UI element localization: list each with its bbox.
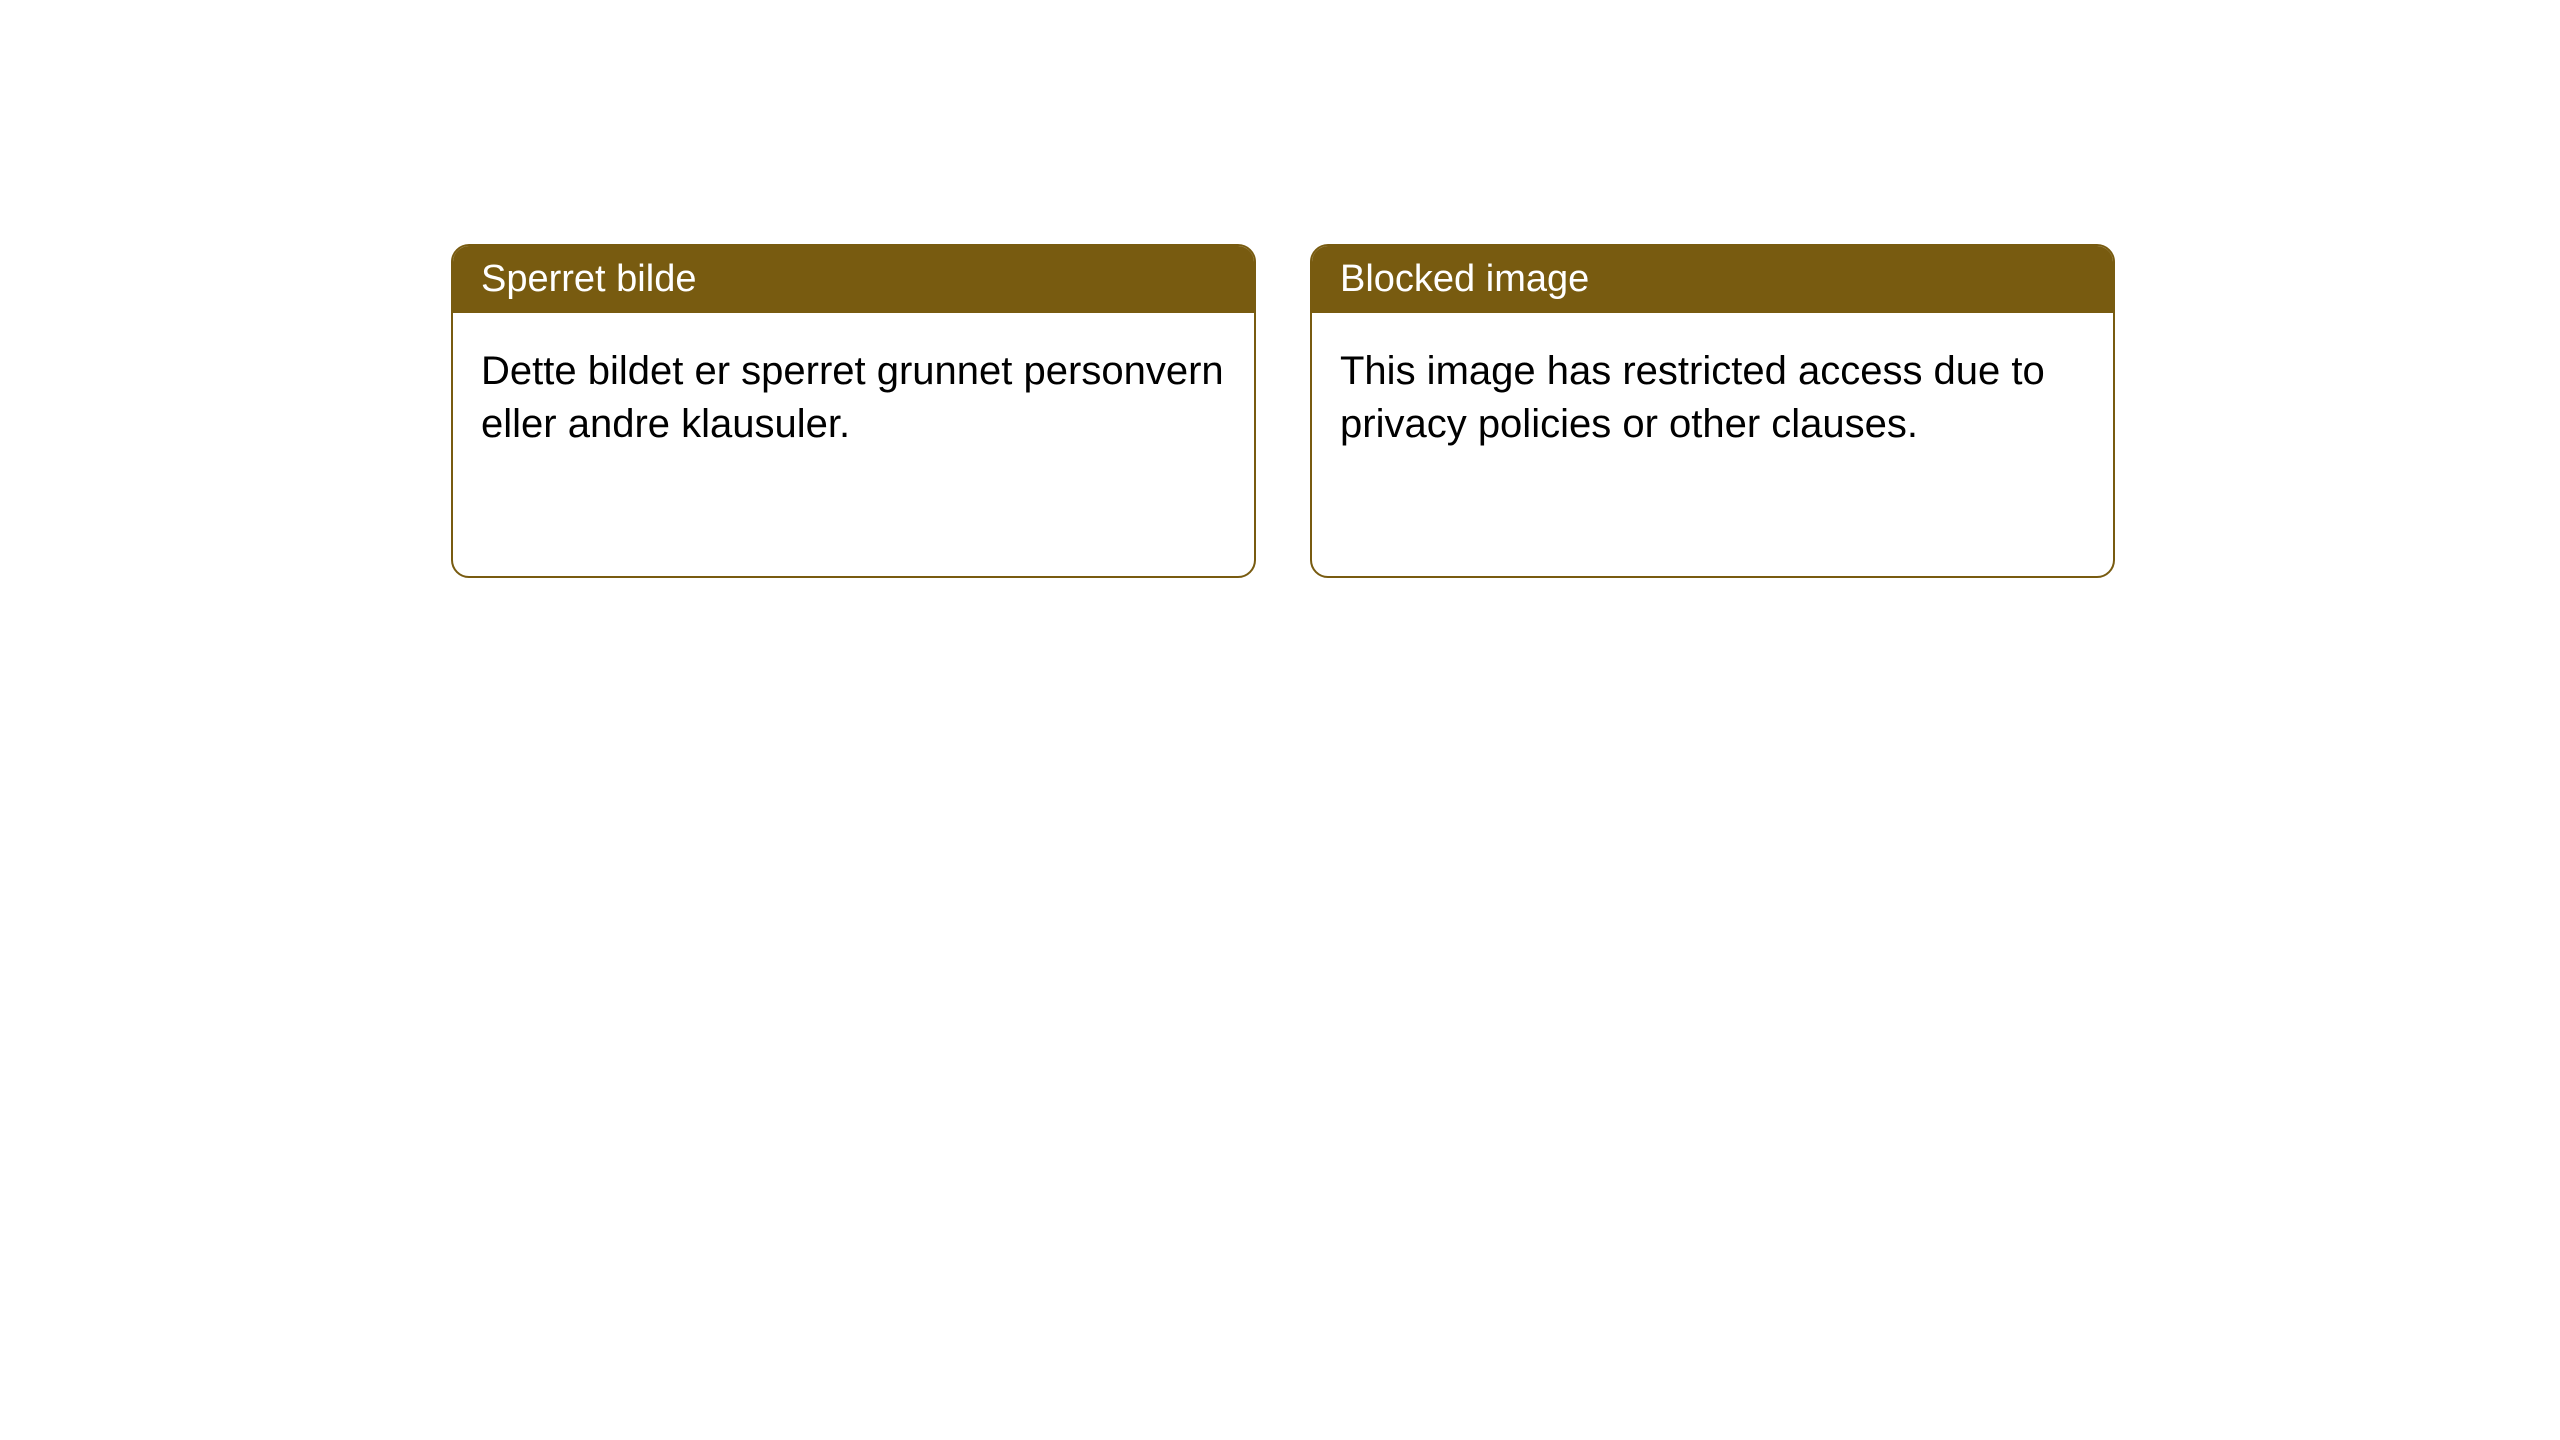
notice-card-norwegian: Sperret bilde Dette bildet er sperret gr… — [451, 244, 1256, 578]
card-title: Sperret bilde — [481, 258, 696, 300]
card-body: This image has restricted access due to … — [1312, 313, 2113, 483]
card-body: Dette bildet er sperret grunnet personve… — [453, 313, 1254, 483]
card-title: Blocked image — [1340, 258, 1589, 300]
card-header: Sperret bilde — [453, 246, 1254, 313]
notice-cards-container: Sperret bilde Dette bildet er sperret gr… — [451, 244, 2115, 578]
notice-card-english: Blocked image This image has restricted … — [1310, 244, 2115, 578]
card-body-text: Dette bildet er sperret grunnet personve… — [481, 349, 1224, 446]
card-body-text: This image has restricted access due to … — [1340, 349, 2045, 446]
card-header: Blocked image — [1312, 246, 2113, 313]
